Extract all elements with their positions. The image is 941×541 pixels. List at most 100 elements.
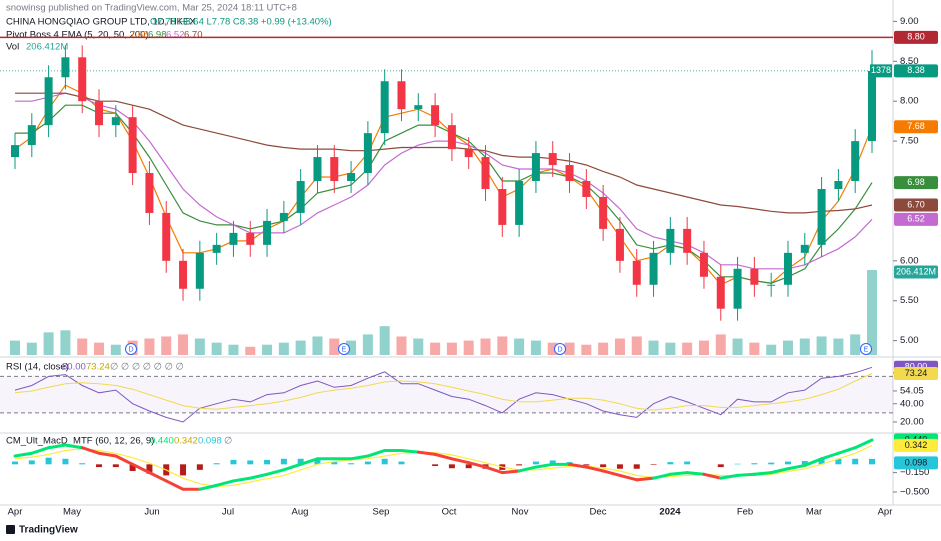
volume-bar (329, 338, 340, 355)
volume-title: Vol (6, 42, 19, 53)
rsi-badge: 80.00 (905, 362, 928, 372)
macd-line (97, 451, 118, 458)
rsi-ma-badge: 73.24 (905, 368, 928, 378)
volume-bar (245, 346, 256, 355)
macd-line (500, 469, 521, 475)
candle-body (481, 157, 490, 189)
macd-line (13, 451, 34, 458)
logo-mark (6, 525, 15, 534)
macd-line (114, 454, 135, 466)
ema-line (15, 104, 873, 284)
volume-bar (413, 338, 424, 355)
rsi-extra: ∅ ∅ ∅ ∅ ∅ ∅ ∅ (110, 362, 184, 373)
rsi-ma-badge-bg (894, 366, 938, 380)
x-tick-label: Nov (512, 507, 529, 518)
symbol-title: CHINA HONGQIAO GROUP LTD, 1D, HKEX (6, 17, 196, 28)
candle-body (582, 181, 591, 197)
macd-histogram (448, 464, 455, 469)
candle-body (363, 133, 372, 174)
candle-body (195, 252, 204, 289)
ema-line (15, 92, 873, 214)
macd-line (820, 451, 840, 461)
candle-body (599, 196, 608, 229)
macd-line (164, 479, 185, 491)
volume-bar (732, 338, 743, 355)
macd-histogram (516, 464, 523, 466)
macd-histogram (45, 457, 52, 465)
candle-body (145, 173, 154, 213)
y-tick-label: 5.50 (900, 295, 919, 306)
macd-histogram (364, 461, 371, 465)
candle-body (61, 57, 70, 78)
candle-body (447, 125, 456, 150)
macd-line (668, 471, 689, 476)
volume-bar (430, 342, 441, 355)
candle-body (666, 228, 675, 253)
event-marker (338, 343, 350, 355)
volume-bar (144, 338, 155, 355)
volume-bar (446, 342, 457, 355)
volume-bar (799, 338, 810, 355)
countdown-bg (870, 64, 892, 78)
x-tick-label: Feb (737, 507, 753, 518)
macd-histogram (146, 464, 153, 474)
candle-body (649, 252, 658, 285)
macd-histogram (465, 464, 472, 469)
volume-bar (766, 344, 777, 355)
signal-badge: 0.342 (905, 440, 928, 450)
x-tick-label: Mar (806, 507, 822, 518)
y-tick-label: 7.50 (900, 136, 919, 147)
histogram-badge: 0.098 (905, 457, 928, 467)
candle-body (851, 141, 860, 182)
volume-bar (867, 270, 877, 355)
volume-bar (749, 342, 760, 355)
candle-body (767, 284, 776, 286)
volume-bar (77, 338, 88, 355)
macd-line (702, 472, 723, 480)
macd-histogram (96, 464, 103, 468)
candle-body (296, 181, 305, 213)
macd-histogram (869, 458, 875, 465)
event-marker (554, 343, 566, 355)
candle-body (313, 157, 322, 182)
macd-line (601, 469, 622, 477)
macd-histogram (633, 464, 640, 469)
volume-bar (26, 342, 37, 355)
candle-body (279, 212, 288, 221)
rsi-ma-value: 73.24 (86, 362, 110, 373)
macd-histogram (751, 463, 758, 465)
event-label: D (557, 346, 562, 353)
rsi-line (14, 373, 873, 411)
volume-badge: 206.412M (896, 266, 936, 276)
y-tick-label: −0.500 (900, 487, 929, 498)
volume-bar (682, 342, 693, 355)
macd-line (47, 443, 67, 450)
candle-body (414, 105, 423, 110)
macd-histogram (667, 462, 674, 465)
candle-body (128, 117, 137, 174)
macd-histogram (801, 461, 808, 465)
candle-body (347, 173, 356, 182)
y-tick-label: 54.05 (900, 385, 924, 396)
macd-line (265, 468, 286, 476)
macd-histogram (616, 464, 623, 469)
macd-line (517, 465, 538, 473)
macd-value: 0.440 (150, 436, 174, 447)
event-marker (860, 343, 872, 355)
volume-bar (816, 336, 827, 355)
macd-line (231, 476, 252, 483)
macd-line (467, 461, 488, 469)
x-tick-label: Apr (8, 507, 23, 518)
macd-histogram (180, 464, 187, 476)
y-tick-label: 20.00 (900, 416, 924, 427)
x-tick-label: Dec (590, 507, 607, 518)
macd-histogram (28, 460, 35, 465)
volume-bar (497, 336, 508, 355)
macd-line (399, 448, 420, 454)
candle-body (431, 105, 440, 126)
y-tick-label: 8.50 (900, 56, 919, 67)
volume-bar (547, 342, 558, 355)
candle-body (733, 268, 742, 309)
x-tick-label: May (63, 507, 81, 518)
macd-title: CM_Ult_MacD_MTF (60, 12, 26, 9) (6, 436, 154, 447)
